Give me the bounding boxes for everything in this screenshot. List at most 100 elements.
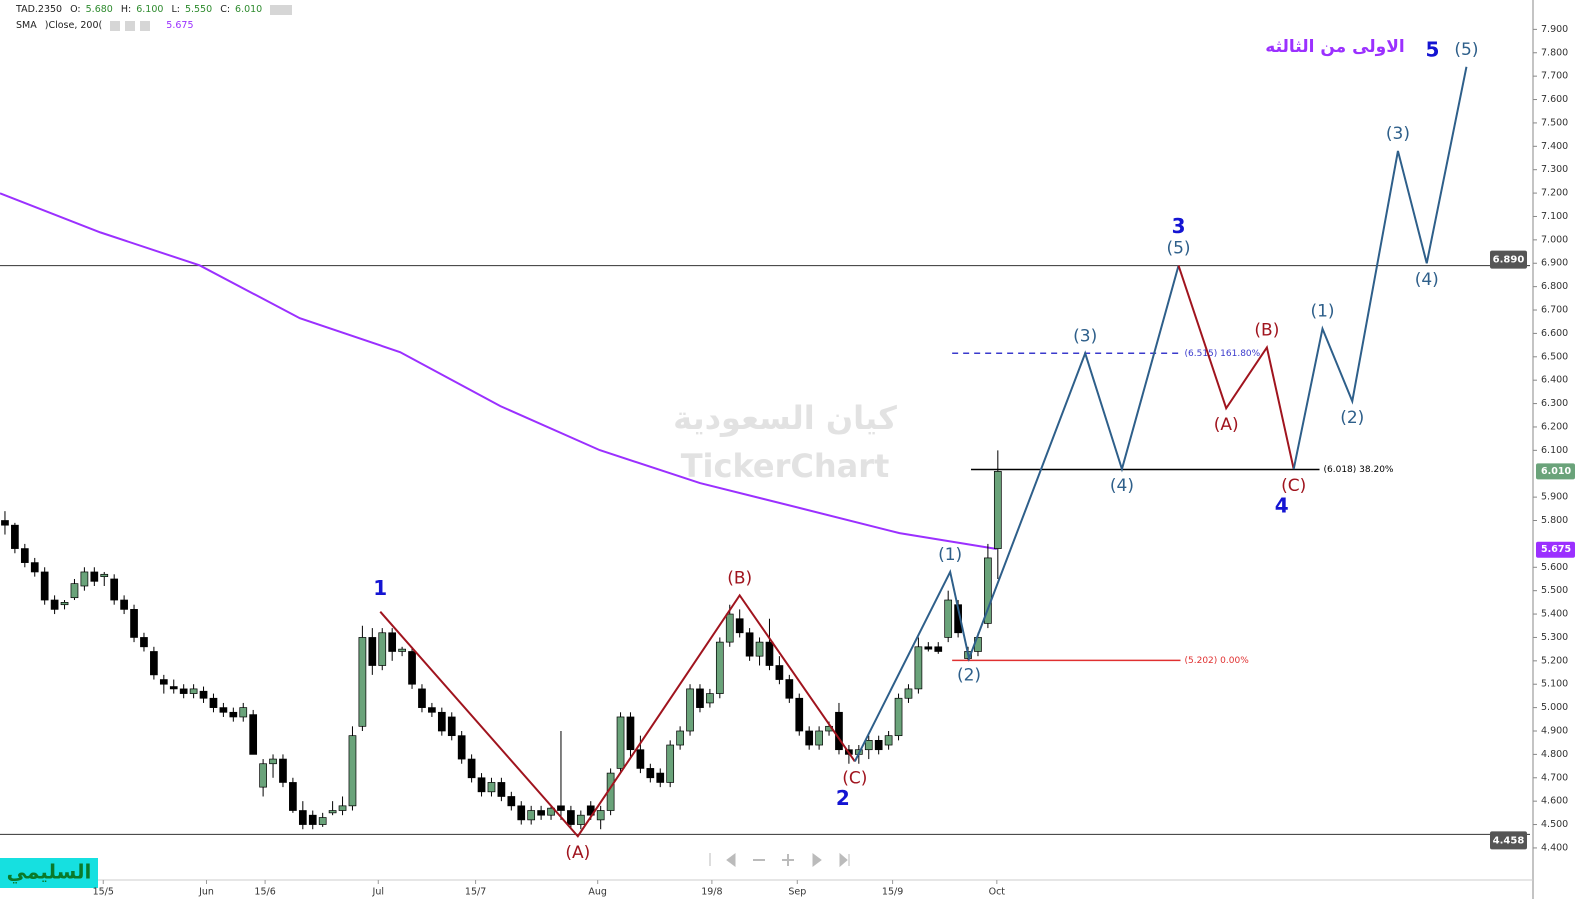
author: السليمي: [7, 860, 92, 885]
candle-body: [944, 599, 953, 638]
candle-body: [179, 688, 188, 694]
wave-label: (B): [1254, 320, 1279, 340]
candle-body: [537, 810, 545, 816]
candle-body: [120, 599, 128, 610]
price-tag-label: 5.675: [1541, 544, 1571, 555]
candle-body: [447, 716, 456, 737]
price-box: [1490, 250, 1527, 269]
candle-body: [557, 805, 565, 811]
wave-label: (C): [842, 768, 867, 788]
watermark: TickerChart: [681, 447, 890, 485]
candle-body: [30, 562, 39, 573]
wave-label: (3): [1386, 124, 1410, 144]
candle-body: [785, 679, 794, 699]
scroll-right[interactable]: [812, 853, 822, 867]
candle-body: [70, 583, 79, 599]
candle-body: [646, 768, 655, 779]
candle-body: [239, 707, 248, 718]
candle-body: [686, 688, 694, 732]
gear-icon[interactable]: [125, 20, 136, 31]
candle-body: [249, 714, 258, 755]
value: 6.100: [136, 4, 164, 15]
y-tick-label: 5.500: [1541, 585, 1568, 596]
candle-body: [90, 571, 99, 582]
wave-label: (5): [1454, 40, 1478, 60]
candle-body: [934, 646, 943, 652]
y-tick-label: 7.800: [1541, 47, 1568, 58]
candle-body: [894, 697, 903, 737]
wave-line: [853, 265, 1180, 762]
indicator-params: )Close, 200(: [44, 20, 103, 31]
candle-body: [428, 707, 436, 713]
candle-body: [666, 744, 675, 783]
candle-body: [725, 613, 734, 643]
wave-label: (1): [1310, 302, 1334, 322]
candle-body: [1, 520, 9, 526]
candle-body: [328, 810, 337, 814]
y-tick-label: 6.900: [1541, 258, 1568, 269]
candle-body: [567, 810, 575, 825]
wave-degree: 3: [1172, 214, 1186, 238]
y-tick-label: 7.900: [1541, 24, 1568, 35]
x-tick-label: Oct: [989, 887, 1006, 898]
close-icon[interactable]: [140, 20, 151, 31]
candle-body: [110, 578, 119, 601]
candle-body: [527, 810, 536, 821]
candle-body: [904, 688, 913, 699]
candle-body: [140, 637, 148, 648]
candle-body: [487, 782, 496, 793]
candle-body: [298, 810, 307, 825]
candle-body: [259, 763, 267, 788]
watermark: كيان السعودية: [673, 399, 897, 437]
x-tick-label: 15/5: [93, 887, 114, 898]
wave-degree: 2: [836, 786, 850, 810]
wave-degree: 1: [373, 576, 387, 600]
candle-body: [11, 524, 19, 549]
wave-line: [379, 593, 856, 838]
price-tag: [1536, 541, 1575, 558]
fib-level-label: (6.515) 161.80%: [1185, 349, 1261, 359]
settings-icon[interactable]: [110, 20, 121, 31]
candle-body: [596, 810, 605, 821]
wave-line: [1177, 265, 1295, 470]
scroll-end[interactable]: [839, 852, 848, 868]
y-tick-label: 6.100: [1541, 445, 1568, 456]
candle-body: [338, 805, 347, 811]
candle-body: [616, 716, 625, 769]
author-badge: [0, 858, 98, 888]
candle-body: [795, 697, 804, 732]
candle-body: [20, 548, 29, 563]
label: C:: [220, 4, 231, 15]
candle-body: [388, 632, 397, 652]
y-tick-label: 7.000: [1541, 234, 1568, 245]
candle-body: [755, 641, 764, 657]
y-tick-label: 4.700: [1541, 772, 1568, 783]
candle-body: [40, 571, 49, 601]
scroll-controls[interactable]: [709, 852, 850, 868]
fib-level-label: (5.202) 0.00%: [1185, 656, 1250, 666]
candle-body: [229, 711, 238, 718]
wave-degree: 5: [1425, 37, 1439, 61]
candle-body: [80, 571, 89, 587]
x-tick-label: 15/9: [882, 887, 903, 898]
y-tick-label: 5.300: [1541, 632, 1568, 643]
y-tick-label: 5.400: [1541, 609, 1568, 620]
wave-label: (2): [957, 665, 981, 685]
y-tick-label: 6.500: [1541, 351, 1568, 362]
label: H:: [120, 4, 132, 15]
candle-body: [815, 730, 823, 746]
price-box: [1490, 831, 1527, 850]
candle-body: [358, 637, 367, 727]
x-tick-label: Sep: [788, 887, 806, 898]
label: O:: [70, 4, 81, 15]
candle-body: [914, 646, 923, 690]
candle-body: [398, 648, 406, 652]
x-tick-label: Jun: [198, 887, 214, 898]
menu-icon[interactable]: [270, 4, 293, 15]
candle-body: [169, 686, 178, 690]
y-tick-label: 6.400: [1541, 375, 1568, 386]
y-tick-label: 5.200: [1541, 655, 1568, 666]
y-tick-label: 5.900: [1541, 492, 1568, 503]
scroll-left[interactable]: [726, 853, 736, 867]
